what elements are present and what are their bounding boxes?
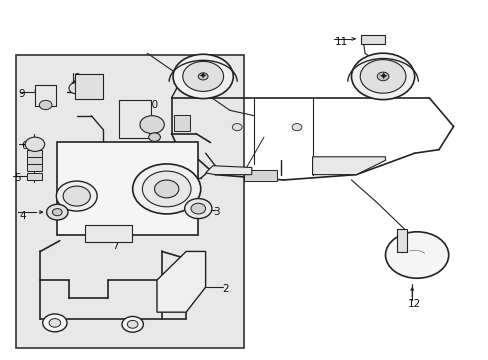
Polygon shape xyxy=(157,251,205,312)
Text: 5: 5 xyxy=(15,173,21,183)
Text: 4: 4 xyxy=(20,211,26,221)
Circle shape xyxy=(69,82,84,94)
Circle shape xyxy=(63,186,90,206)
Text: 8: 8 xyxy=(73,73,80,83)
Circle shape xyxy=(360,60,405,93)
Circle shape xyxy=(198,73,207,80)
FancyBboxPatch shape xyxy=(243,170,277,181)
Text: 11: 11 xyxy=(334,37,347,48)
FancyBboxPatch shape xyxy=(396,229,407,252)
Circle shape xyxy=(385,232,448,278)
FancyBboxPatch shape xyxy=(27,173,42,180)
Circle shape xyxy=(49,319,61,327)
Circle shape xyxy=(173,54,233,99)
Circle shape xyxy=(56,181,97,211)
Text: 3: 3 xyxy=(212,207,219,217)
FancyBboxPatch shape xyxy=(16,55,244,348)
Circle shape xyxy=(42,314,67,332)
FancyBboxPatch shape xyxy=(75,73,102,99)
Circle shape xyxy=(142,171,191,207)
Circle shape xyxy=(39,100,52,110)
FancyBboxPatch shape xyxy=(27,150,42,157)
Circle shape xyxy=(46,204,68,220)
FancyBboxPatch shape xyxy=(57,143,198,235)
Circle shape xyxy=(291,123,301,131)
Circle shape xyxy=(351,53,414,100)
Circle shape xyxy=(191,203,205,214)
Circle shape xyxy=(183,62,223,91)
Text: 2: 2 xyxy=(222,284,229,294)
Text: 12: 12 xyxy=(407,299,420,309)
Text: 9: 9 xyxy=(19,89,25,99)
Circle shape xyxy=(122,316,143,332)
Circle shape xyxy=(81,80,91,87)
Circle shape xyxy=(232,123,242,131)
FancyBboxPatch shape xyxy=(119,100,151,138)
FancyBboxPatch shape xyxy=(85,225,131,242)
FancyBboxPatch shape xyxy=(361,35,384,44)
Circle shape xyxy=(132,164,201,214)
Polygon shape xyxy=(312,157,385,175)
Circle shape xyxy=(184,199,211,219)
Text: ✦: ✦ xyxy=(199,71,207,81)
Circle shape xyxy=(140,116,164,134)
Text: —1: —1 xyxy=(251,171,268,181)
FancyBboxPatch shape xyxy=(35,85,56,106)
Circle shape xyxy=(148,133,160,141)
Text: 6: 6 xyxy=(21,141,27,151)
Circle shape xyxy=(154,180,179,198)
FancyBboxPatch shape xyxy=(174,115,190,131)
Circle shape xyxy=(127,320,138,328)
Polygon shape xyxy=(205,166,251,175)
Text: 7: 7 xyxy=(112,241,119,251)
Circle shape xyxy=(52,208,62,216)
FancyBboxPatch shape xyxy=(27,164,42,171)
Circle shape xyxy=(376,72,388,81)
FancyBboxPatch shape xyxy=(27,157,42,164)
Text: 10: 10 xyxy=(146,100,159,110)
Text: ✦: ✦ xyxy=(378,71,387,81)
Circle shape xyxy=(25,137,44,152)
